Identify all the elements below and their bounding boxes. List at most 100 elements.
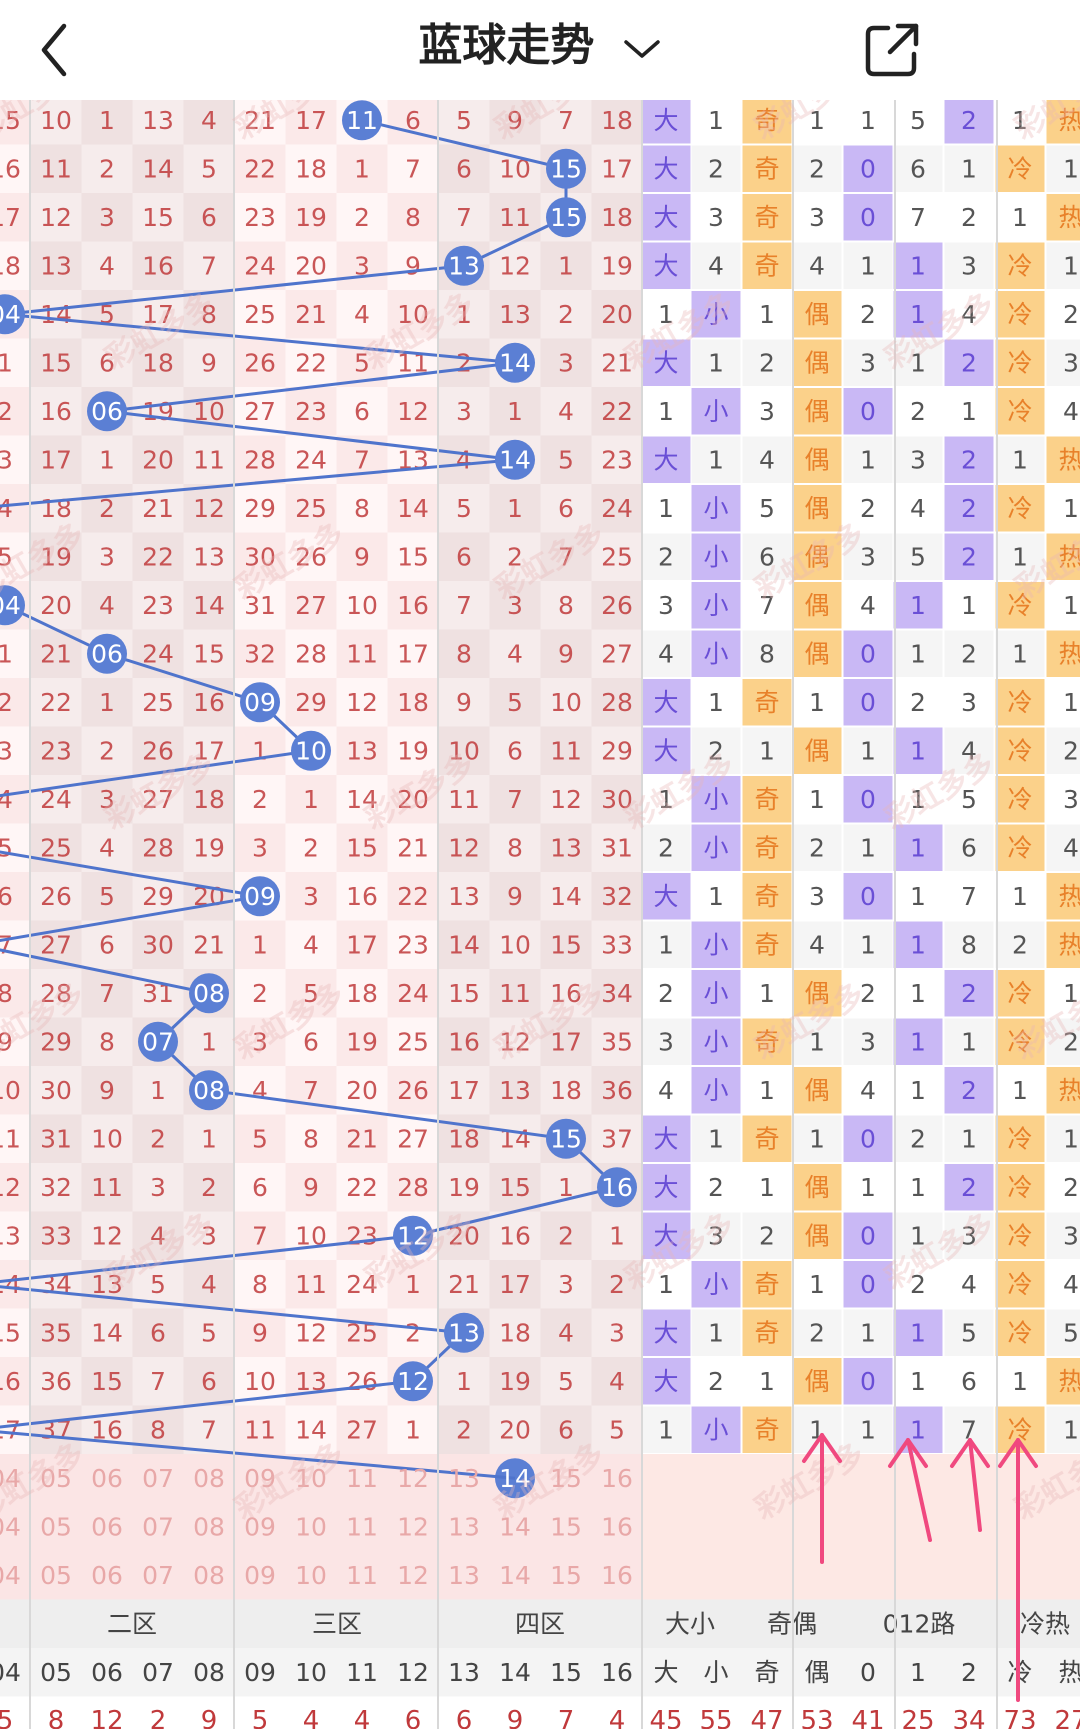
pick-number[interactable]: 07 (142, 1464, 174, 1493)
stat-cell-bg (893, 194, 943, 241)
pick-number[interactable]: 16 (601, 1561, 633, 1590)
stat-cell-bg (995, 873, 1045, 920)
number-cell: 16 (0, 154, 21, 183)
stat-cell-bg (944, 291, 994, 338)
stat-cell-bg (742, 1406, 792, 1453)
pick-number[interactable]: 12 (397, 1561, 429, 1590)
stat-cell-bg (893, 630, 943, 677)
pick-number[interactable]: 10 (295, 1512, 327, 1541)
stat-cell: 2 (658, 542, 674, 571)
pick-number[interactable]: 08 (193, 1512, 225, 1541)
pick-number[interactable]: 15 (550, 1512, 582, 1541)
pick-number[interactable]: 08 (193, 1561, 225, 1590)
cell-bg (591, 969, 643, 1018)
cell-bg (285, 1114, 337, 1163)
pick-number[interactable]: 04 (0, 1512, 21, 1541)
pick-number[interactable]: 13 (448, 1464, 480, 1493)
cell-bg (234, 1066, 286, 1115)
number-cell: 25 (601, 542, 633, 571)
pick-number[interactable]: 13 (448, 1561, 480, 1590)
share-button[interactable] (860, 18, 924, 82)
number-cell: 34 (601, 979, 633, 1008)
pick-number[interactable]: 07 (142, 1561, 174, 1590)
stat-cell: 1 (759, 979, 775, 1008)
number-cell: 20 (40, 591, 72, 620)
column-header: 10 (295, 1658, 327, 1687)
cell-bg (234, 726, 286, 775)
stat-cell-bg (742, 970, 792, 1017)
number-cell: 6 (201, 203, 217, 232)
table-row: 8 28 7 31 2 5 18 24 15 11 16 34 2 小 1 偶 2 1 2 冷 1 (0, 969, 1080, 1018)
cell-bg (183, 872, 235, 921)
cell-bg (234, 435, 286, 484)
number-cell: 9 (405, 251, 421, 280)
pick-number[interactable]: 12 (397, 1512, 429, 1541)
stat-cell-bg (792, 1212, 842, 1259)
pick-number[interactable]: 10 (295, 1464, 327, 1493)
stat-cell: 1 (1012, 1076, 1028, 1105)
drawn-ball (546, 1118, 586, 1159)
stat-cell: 1 (961, 397, 977, 426)
stat-cell: 冷 (1007, 979, 1032, 1008)
number-cell: 2 (201, 1173, 217, 1202)
pick-number[interactable]: 09 (244, 1561, 276, 1590)
pick-number[interactable]: 13 (448, 1512, 480, 1541)
pick-number[interactable]: 09 (244, 1464, 276, 1493)
pick-cell-bg (183, 1502, 235, 1551)
number-cell: 14 (397, 494, 429, 523)
number-cell: 30 (40, 1076, 72, 1105)
cell-bg (387, 678, 439, 727)
cell-bg (234, 629, 286, 678)
stat-cell: 0 (860, 1270, 876, 1299)
pick-number[interactable]: 08 (193, 1464, 225, 1493)
cell-bg (132, 823, 184, 872)
stat-cell-bg (995, 582, 1045, 629)
cell-bg (387, 532, 439, 581)
pick-number[interactable]: 05 (40, 1512, 72, 1541)
pick-number[interactable]: 04 (0, 1561, 21, 1590)
pick-row[interactable] (0, 1551, 643, 1600)
cell-bg (132, 100, 184, 145)
pick-number[interactable]: 11 (346, 1464, 378, 1493)
stat-cell-bg (1046, 1067, 1080, 1114)
pick-cell-bg (0, 1454, 31, 1503)
stat-cell: 1 (860, 930, 876, 959)
stat-cell: 奇 (754, 1415, 779, 1444)
pick-number[interactable]: 14 (499, 1512, 531, 1541)
pick-number[interactable]: 04 (0, 1464, 21, 1493)
title-dropdown[interactable]: 蓝球走势 (0, 14, 1080, 78)
number-cell: 21 (142, 494, 174, 523)
pick-number[interactable]: 15 (550, 1561, 582, 1590)
pick-number[interactable]: 09 (244, 1512, 276, 1541)
pick-row[interactable] (0, 1502, 643, 1552)
stat-cell: 奇 (754, 1318, 779, 1347)
number-cell: 4 (558, 397, 574, 426)
stat-cell: 1 (1012, 882, 1028, 911)
pick-number[interactable]: 06 (91, 1561, 123, 1590)
pick-number[interactable]: 11 (346, 1512, 378, 1541)
pick-number[interactable]: 05 (40, 1464, 72, 1493)
pick-number[interactable]: 05 (40, 1561, 72, 1590)
pick-number[interactable]: 16 (601, 1464, 633, 1493)
cell-bg (81, 678, 133, 727)
pick-cell-bg (234, 1551, 286, 1600)
cell-bg (489, 581, 541, 630)
table-row: 153514659122521843大1奇2115冷5 (0, 1308, 1080, 1357)
cell-bg (387, 1066, 439, 1115)
pick-number[interactable]: 16 (601, 1512, 633, 1541)
pick-number[interactable]: 12 (397, 1464, 429, 1493)
pick-number[interactable]: 14 (499, 1561, 531, 1590)
pick-number[interactable]: 07 (142, 1512, 174, 1541)
back-button[interactable] (30, 18, 90, 82)
pick-number[interactable]: 10 (295, 1561, 327, 1590)
pick-row[interactable] (0, 1454, 643, 1503)
pick-cell-bg (234, 1454, 286, 1503)
number-cell: 11 (346, 639, 378, 668)
pick-number[interactable]: 11 (346, 1561, 378, 1590)
stat-cell: 3 (860, 348, 876, 377)
stat-cell: 冷 (1007, 397, 1032, 426)
pick-number[interactable]: 06 (91, 1512, 123, 1541)
pick-number[interactable]: 15 (550, 1464, 582, 1493)
annotation-arrows (802, 1433, 1038, 1702)
pick-number[interactable]: 06 (91, 1464, 123, 1493)
